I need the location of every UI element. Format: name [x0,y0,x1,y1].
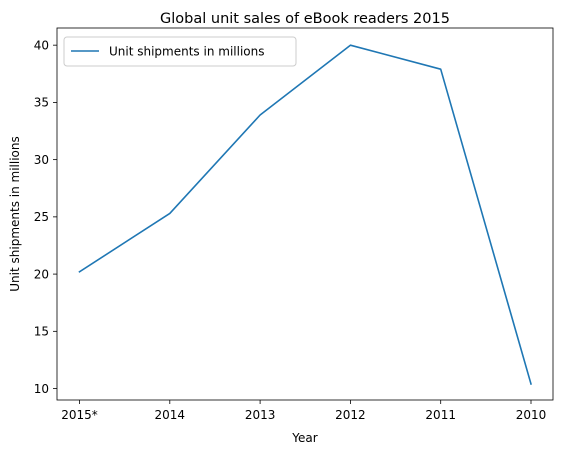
legend-box [63,36,297,67]
y-axis-label: Unit shipments in millions [8,136,22,291]
legend-label: Unit shipments in millions [109,45,264,59]
series-layer [78,44,532,385]
plot-frame [56,27,554,401]
y-tick-label: 40 [34,38,49,52]
legend: Unit shipments in millions [63,36,297,67]
y-tick-label: 15 [34,325,49,339]
x-tick-label: 2012 [335,408,366,422]
x-axis-ticks: 2015* 2014 2013 2012 2011 2010 [61,400,546,422]
x-tick-label: 2011 [425,408,456,422]
y-tick-label: 25 [34,210,49,224]
y-tick-label: 10 [34,382,49,396]
y-tick-label: 30 [34,153,49,167]
y-axis-ticks: 10 15 20 25 30 35 40 [34,38,57,396]
x-tick-label: 2014 [155,408,186,422]
x-tick-label: 2013 [245,408,276,422]
y-tick-label: 35 [34,96,49,110]
x-tick-label: 2015* [61,408,98,422]
y-tick-label: 20 [34,267,49,281]
x-tick-label: 2010 [516,408,547,422]
series-line-0 [78,44,532,385]
x-axis-label: Year [291,431,317,445]
chart-title: Global unit sales of eBook readers 2015 [160,11,450,27]
